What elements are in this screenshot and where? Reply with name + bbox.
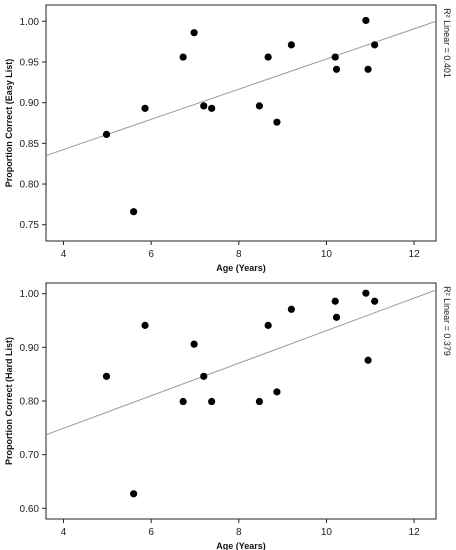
data-point bbox=[362, 16, 370, 25]
data-point bbox=[200, 102, 208, 110]
data-point bbox=[130, 490, 138, 498]
data-point bbox=[287, 305, 295, 313]
data-point bbox=[332, 65, 341, 73]
y-axis-label: Proportion Correct (Hard List) bbox=[4, 337, 14, 465]
y-tick-label: 0.95 bbox=[20, 57, 40, 68]
chart-panel-1: 0.75 0.80 0.85 0.90 0.95 1.00 4 6 8 10 12 Age (Year… bbox=[4, 4, 452, 273]
data-point bbox=[264, 321, 272, 329]
data-point bbox=[130, 208, 138, 216]
y-axis-label: Proportion Correct (Easy List) bbox=[4, 59, 14, 188]
data-point bbox=[273, 388, 281, 396]
data-point bbox=[255, 397, 264, 406]
y-tick-label: 1.00 bbox=[20, 17, 40, 28]
data-point bbox=[208, 104, 216, 112]
data-point bbox=[200, 372, 208, 380]
data-point bbox=[264, 53, 272, 61]
x-tick-label: 4 bbox=[61, 249, 67, 260]
x-tick-label: 10 bbox=[321, 249, 333, 260]
data-point bbox=[190, 29, 198, 37]
y-tick-label: 0.80 bbox=[20, 180, 40, 191]
data-point bbox=[331, 297, 339, 305]
plot-frame bbox=[45, 4, 437, 242]
x-tick-label: 12 bbox=[409, 527, 421, 538]
data-point bbox=[362, 289, 370, 297]
y-tick-label: 0.60 bbox=[20, 504, 40, 515]
data-point bbox=[102, 130, 111, 138]
x-tick-label: 8 bbox=[236, 249, 242, 260]
data-point bbox=[179, 53, 187, 61]
y-tick-label: 0.90 bbox=[20, 343, 40, 354]
x-axis-label: Age (Years) bbox=[216, 263, 266, 273]
plot-frame bbox=[45, 282, 437, 520]
x-tick-label: 8 bbox=[236, 527, 242, 538]
data-point bbox=[208, 397, 216, 406]
y-tick-label: 0.70 bbox=[20, 450, 40, 461]
y-tick-label: 0.90 bbox=[20, 98, 40, 109]
chart-panel-2: 0.60 0.70 0.80 0.90 1.00 4 6 8 10 12 Age (Years) Pr… bbox=[4, 282, 452, 550]
x-axis-label: Age (Years) bbox=[216, 541, 266, 550]
data-point bbox=[364, 356, 372, 364]
data-point bbox=[179, 397, 187, 406]
data-point bbox=[255, 102, 264, 110]
y-tick-label: 0.80 bbox=[20, 397, 40, 408]
data-point bbox=[364, 65, 372, 73]
y-tick-label: 0.85 bbox=[20, 139, 40, 150]
x-tick-label: 4 bbox=[61, 527, 67, 538]
linear-fit-line bbox=[45, 289, 437, 436]
data-point bbox=[287, 41, 295, 49]
r-squared-label: R² Linear = 0.401 bbox=[442, 8, 452, 78]
data-point bbox=[141, 321, 149, 329]
y-tick-label: 1.00 bbox=[20, 289, 40, 300]
data-point bbox=[190, 340, 198, 348]
data-point bbox=[332, 313, 341, 321]
r-squared-label: R² Linear = 0.379 bbox=[442, 286, 452, 356]
data-point bbox=[141, 104, 149, 112]
x-tick-label: 10 bbox=[321, 527, 333, 538]
x-tick-label: 6 bbox=[148, 527, 154, 538]
linear-fit-line bbox=[45, 20, 437, 157]
y-tick-label: 0.75 bbox=[20, 220, 40, 231]
data-point bbox=[371, 297, 379, 305]
x-tick-label: 6 bbox=[148, 249, 154, 260]
data-point bbox=[331, 53, 339, 61]
data-point bbox=[273, 118, 281, 126]
data-point bbox=[102, 372, 111, 380]
data-point bbox=[371, 41, 379, 49]
x-tick-label: 12 bbox=[409, 249, 421, 260]
